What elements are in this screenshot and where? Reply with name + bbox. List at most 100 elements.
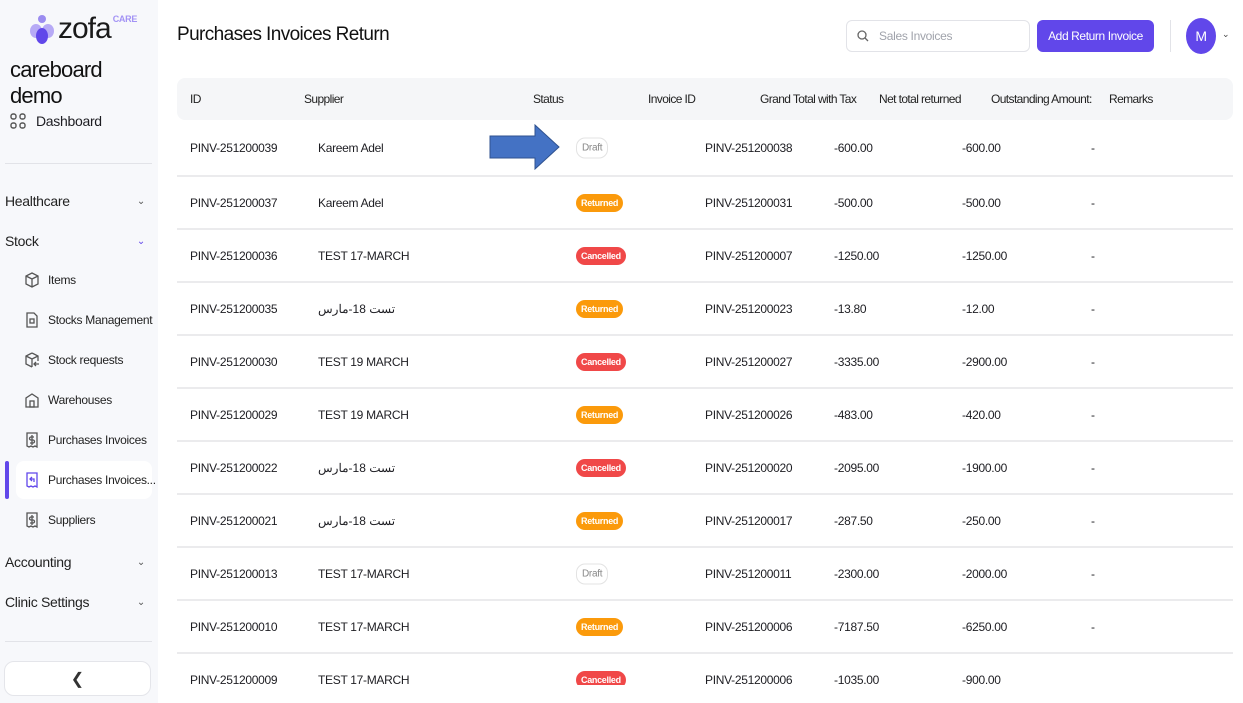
column-header: ID: [190, 92, 201, 106]
box-return-icon: [25, 352, 39, 368]
cell-net-total: -2900.00: [962, 354, 1007, 369]
cell-net-total: -250.00: [962, 513, 1001, 528]
status-badge: Returned: [576, 617, 624, 636]
sidebar-item-label: Suppliers: [48, 513, 96, 527]
sidebar-section-healthcare[interactable]: Healthcare ⌄: [5, 193, 145, 209]
table-row[interactable]: PINV-251200009 TEST 17-MARCH Cancelled P…: [177, 654, 1233, 685]
sidebar-item-purchases-invoices[interactable]: Purchases Invoices...: [16, 461, 156, 499]
cell-net-total: -1900.00: [962, 460, 1007, 475]
cell-invoice-id: PINV-251200023: [705, 301, 793, 316]
status-badge: Returned: [576, 511, 624, 530]
avatar[interactable]: M: [1186, 18, 1216, 54]
page-title: Purchases Invoices Return: [177, 24, 390, 45]
section-label: Clinic Settings: [5, 594, 90, 610]
document-box-icon: [26, 312, 38, 328]
invoice-dollar-icon: [26, 432, 38, 448]
cell-net-total: -420.00: [962, 407, 1001, 422]
status-badge: Returned: [576, 405, 624, 424]
sidebar-item-warehouses[interactable]: Warehouses: [16, 381, 152, 419]
sidebar-item-purchases-invoices[interactable]: Purchases Invoices: [16, 421, 152, 459]
sidebar-item-stock-requests[interactable]: Stock requests: [16, 341, 152, 379]
cell-grand-total: -7187.50: [834, 619, 879, 634]
cell-supplier: TEST 19 MARCH: [318, 354, 409, 369]
chevron-down-icon: ⌄: [136, 195, 145, 207]
cell-supplier: TEST 17-MARCH: [318, 619, 410, 634]
cell-net-total: -1250.00: [962, 248, 1007, 263]
cell-net-total: -600.00: [962, 140, 1001, 155]
status-badge: Cancelled: [576, 670, 626, 685]
cell-net-total: -500.00: [962, 195, 1001, 210]
cell-supplier: TEST 17-MARCH: [318, 672, 410, 686]
column-header: Grand Total with Tax: [760, 92, 857, 106]
cell-supplier: تست 18-مارس: [318, 513, 396, 528]
sidebar-item-label: Stocks Management: [48, 313, 153, 327]
sidebar-item-items[interactable]: Items: [16, 261, 152, 299]
table-row[interactable]: PINV-251200039 Kareem Adel Draft PINV-25…: [177, 120, 1233, 177]
cell-supplier: Kareem Adel: [318, 195, 384, 210]
cell-outstanding: -: [1091, 513, 1095, 528]
logo: zofa CARE: [30, 14, 137, 44]
cell-outstanding: -: [1091, 407, 1095, 422]
table-row[interactable]: PINV-251200030 TEST 19 MARCH Cancelled P…: [177, 336, 1233, 389]
column-header: Net total returned: [879, 92, 962, 106]
box-icon: [25, 272, 39, 288]
cell-invoice-id: PINV-251200026: [705, 407, 793, 422]
sidebar-section-stock[interactable]: Stock ⌄: [5, 233, 145, 249]
search-input[interactable]: [879, 29, 1009, 43]
sidebar: zofa CARE careboard demo Dashboard Healt…: [0, 0, 158, 703]
cell-net-total: -2000.00: [962, 566, 1007, 581]
column-header: Outstanding Amount:: [991, 92, 1092, 106]
sidebar-item-stocks-management[interactable]: Stocks Management: [16, 301, 153, 339]
cell-invoice-id: PINV-251200038: [705, 140, 793, 155]
sidebar-section-accounting[interactable]: Accounting ⌄: [5, 554, 145, 570]
invoice-dollar-icon: [26, 512, 38, 528]
cell-id: PINV-251200021: [190, 513, 278, 528]
sidebar-item-suppliers[interactable]: Suppliers: [16, 501, 152, 539]
cell-id: PINV-251200030: [190, 354, 278, 369]
table-row[interactable]: PINV-251200010 TEST 17-MARCH Returned PI…: [177, 601, 1233, 654]
column-header: Invoice ID: [648, 92, 696, 106]
cell-grand-total: -13.80: [834, 301, 867, 316]
cell-outstanding: -: [1091, 140, 1095, 155]
table-row[interactable]: PINV-251200037 Kareem Adel Returned PINV…: [177, 177, 1233, 230]
section-label: Accounting: [5, 554, 72, 570]
table-row[interactable]: PINV-251200036 TEST 17-MARCH Cancelled P…: [177, 230, 1233, 283]
add-return-invoice-button[interactable]: Add Return Invoice: [1037, 20, 1154, 52]
table-row[interactable]: PINV-251200022 تست 18-مارس Cancelled PIN…: [177, 442, 1233, 495]
divider: [5, 163, 152, 164]
table-row[interactable]: PINV-251200013 TEST 17-MARCH Draft PINV-…: [177, 548, 1233, 601]
chevron-down-icon[interactable]: ⌄: [1222, 29, 1230, 39]
cell-id: PINV-251200010: [190, 619, 278, 634]
cell-net-total: -6250.00: [962, 619, 1007, 634]
cell-grand-total: -500.00: [834, 195, 873, 210]
chevron-down-icon: ⌄: [136, 596, 145, 608]
status-badge: Returned: [576, 299, 624, 318]
search-icon: [857, 30, 869, 42]
chevron-left-icon: ❮: [70, 670, 85, 688]
cell-grand-total: -2300.00: [834, 566, 879, 581]
status-badge: Cancelled: [576, 352, 626, 371]
cell-grand-total: -3335.00: [834, 354, 879, 369]
cell-id: PINV-251200022: [190, 460, 278, 475]
table-row[interactable]: PINV-251200021 تست 18-مارس Returned PINV…: [177, 495, 1233, 548]
sidebar-item-label: Items: [48, 273, 76, 287]
table-row[interactable]: PINV-251200029 TEST 19 MARCH Returned PI…: [177, 389, 1233, 442]
annotation-arrow-icon: [489, 124, 560, 170]
cell-outstanding: -: [1091, 248, 1095, 263]
status-badge: Draft: [576, 137, 609, 158]
chevron-down-icon: ⌄: [136, 556, 145, 568]
cell-supplier: TEST 19 MARCH: [318, 407, 409, 422]
cell-grand-total: -1250.00: [834, 248, 879, 263]
collapse-sidebar-button[interactable]: ❮: [4, 661, 151, 696]
sidebar-item-dashboard[interactable]: Dashboard: [10, 113, 102, 129]
cell-grand-total: -600.00: [834, 140, 873, 155]
sidebar-section-clinic-settings[interactable]: Clinic Settings ⌄: [5, 594, 145, 610]
column-header: Status: [533, 92, 564, 106]
cell-grand-total: -483.00: [834, 407, 873, 422]
cell-invoice-id: PINV-251200027: [705, 354, 793, 369]
cell-invoice-id: PINV-251200020: [705, 460, 793, 475]
logo-mark-icon: [30, 15, 54, 44]
search-box[interactable]: [846, 20, 1030, 52]
cell-id: PINV-251200035: [190, 301, 278, 316]
table-row[interactable]: PINV-251200035 تست 18-مارس Returned PINV…: [177, 283, 1233, 336]
